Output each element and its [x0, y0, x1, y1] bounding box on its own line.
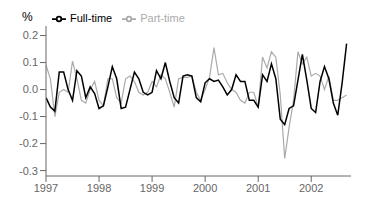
svg-text:0.2: 0.2 — [23, 29, 38, 41]
html-text:Full-time: Full-time — [70, 12, 113, 24]
html-text:Part-time: Part-time — [140, 12, 185, 24]
svg-text:1998: 1998 — [87, 182, 111, 194]
svg-text:-0.3: -0.3 — [19, 165, 38, 177]
svg-text:2002: 2002 — [299, 182, 323, 194]
svg-text:-0.1: -0.1 — [19, 110, 38, 122]
svg-text:2000: 2000 — [193, 182, 217, 194]
svg-text:0.1: 0.1 — [23, 56, 38, 68]
svg-text:2001: 2001 — [246, 182, 270, 194]
svg-text:1999: 1999 — [140, 182, 164, 194]
svg-text:-0.2: -0.2 — [19, 137, 38, 149]
svg-text:0.0: 0.0 — [23, 83, 38, 95]
svg-text:1997: 1997 — [34, 182, 58, 194]
